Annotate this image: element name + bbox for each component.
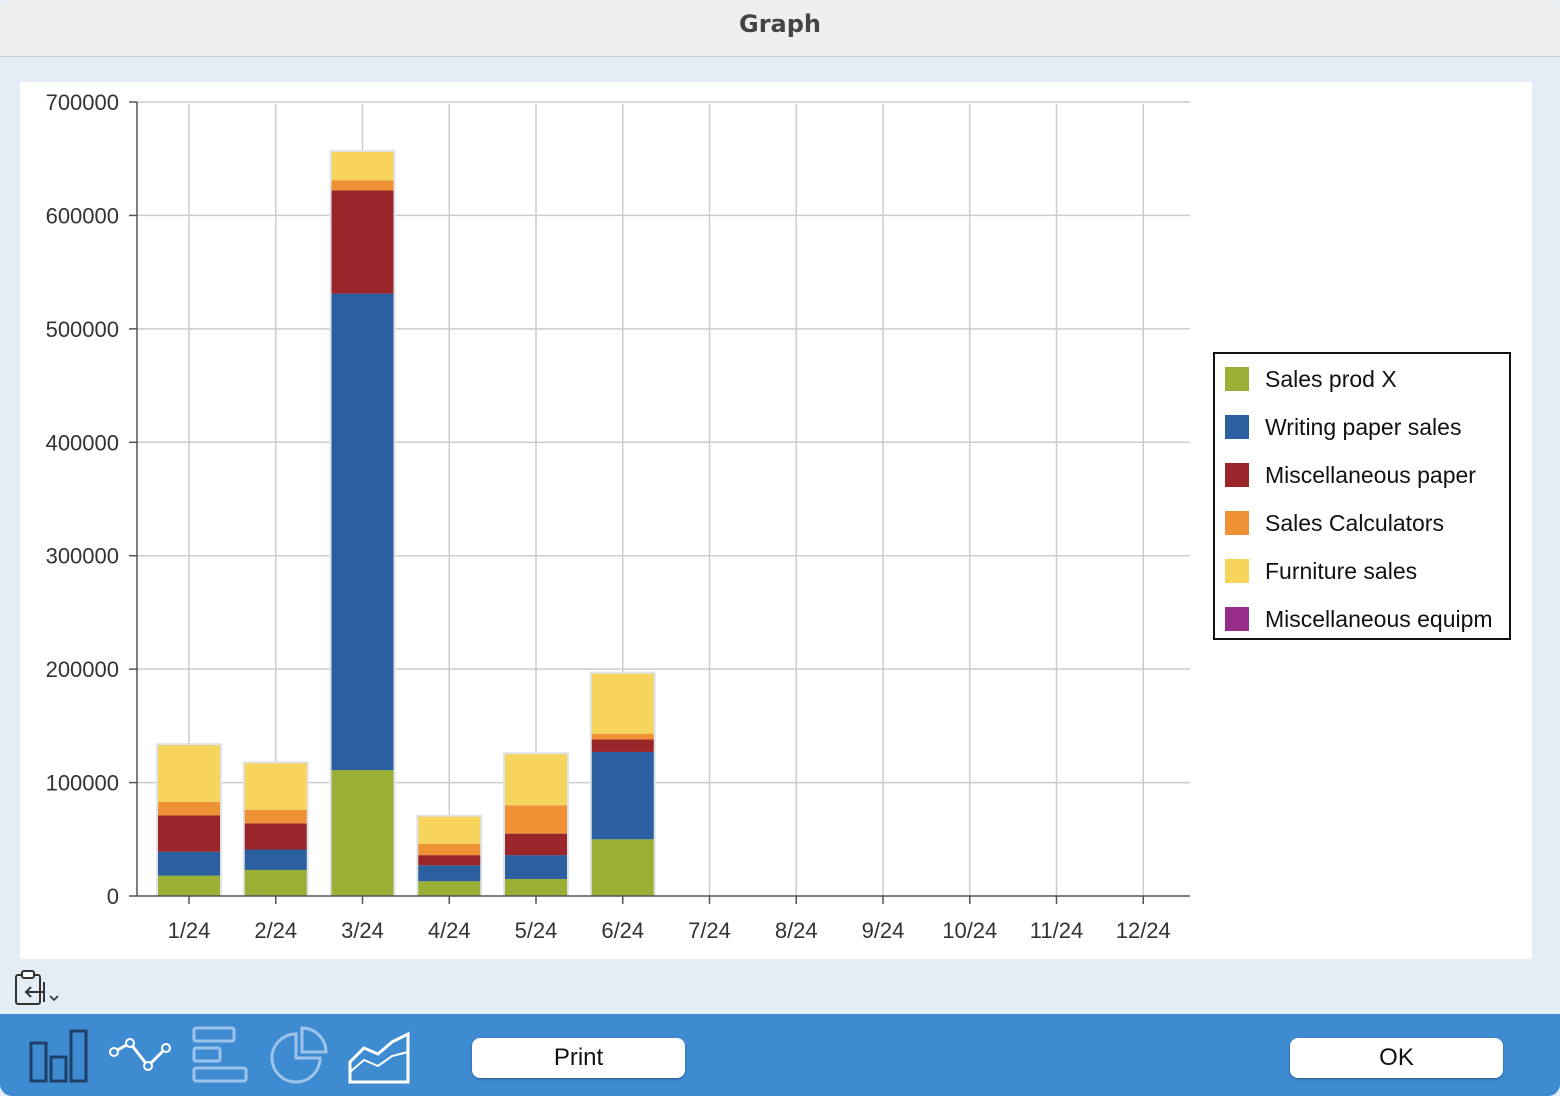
legend-swatch	[1225, 559, 1249, 583]
y-tick-label: 200000	[46, 657, 119, 682]
bar-segment	[331, 151, 394, 181]
legend-label: Writing paper sales	[1265, 413, 1462, 440]
y-tick-label: 0	[107, 884, 119, 909]
bar-segment	[244, 869, 307, 896]
clipboard-icon	[15, 970, 59, 1005]
x-tick-label: 6/24	[601, 918, 644, 943]
print-button[interactable]: Print	[472, 1038, 685, 1078]
bar-segment	[591, 739, 654, 752]
bar-segment	[244, 849, 307, 870]
bar-segment	[158, 851, 220, 876]
x-tick-label: 4/24	[428, 918, 471, 943]
line-chart-icon[interactable]	[108, 1026, 174, 1091]
horizontal-bar-chart-icon[interactable]	[188, 1026, 254, 1091]
chart-legend: Sales prod X Writing paper sales Miscellan…	[1213, 352, 1511, 640]
bar-segment	[505, 805, 567, 834]
area-chart-icon[interactable]	[346, 1026, 412, 1091]
legend-swatch	[1225, 415, 1249, 439]
bar-segment	[158, 815, 220, 852]
legend-label: Furniture sales	[1265, 557, 1418, 584]
legend-item: Miscellaneous paper	[1225, 460, 1476, 490]
chart-panel: 0 100000 200000 300000 400000 500000 600000 700…	[20, 82, 1532, 959]
x-tick-label: 8/24	[775, 918, 818, 943]
chevron-down-icon	[49, 995, 59, 1002]
x-tick-label: 1/24	[168, 918, 211, 943]
ok-button[interactable]: OK	[1290, 1038, 1503, 1078]
x-tick-label: 2/24	[254, 918, 297, 943]
x-tick-label: 12/24	[1116, 918, 1171, 943]
bar-segment	[244, 763, 307, 810]
bar-segment	[158, 801, 220, 816]
bar-segment	[505, 833, 567, 856]
bar-segment	[418, 865, 481, 882]
legend-swatch	[1225, 511, 1249, 535]
legend-item: Miscellaneous equipm	[1225, 604, 1493, 634]
window-title: Graph	[739, 10, 821, 38]
legend-label: Miscellaneous paper	[1265, 461, 1476, 488]
legend-item: Writing paper sales	[1225, 412, 1461, 442]
bar-segment	[331, 180, 394, 191]
bar-segment	[244, 823, 307, 850]
bar-segment	[418, 855, 481, 866]
x-tick-label: 7/24	[688, 918, 731, 943]
legend-item: Sales Calculators	[1225, 508, 1444, 538]
bar-segment	[331, 293, 394, 771]
bar-segment	[331, 190, 394, 294]
legend-swatch	[1225, 463, 1249, 487]
legend-item: Sales prod X	[1225, 364, 1397, 394]
x-tick-label: 5/24	[515, 918, 558, 943]
legend-swatch	[1225, 367, 1249, 391]
bar-segment	[591, 733, 654, 740]
y-tick-label: 600000	[46, 203, 119, 228]
legend-label: Sales prod X	[1265, 365, 1397, 392]
legend-swatch	[1225, 607, 1249, 631]
bar-segment	[591, 673, 654, 734]
legend-item: Furniture sales	[1225, 556, 1417, 586]
chart: 0 100000 200000 300000 400000 500000 600000 700…	[46, 90, 1190, 943]
y-tick-label: 700000	[46, 90, 119, 115]
bar-segment	[505, 754, 567, 806]
clipboard-export-button[interactable]	[12, 968, 68, 1010]
bar-segment	[505, 878, 567, 896]
x-tick-label: 9/24	[862, 918, 905, 943]
bar-segment	[244, 809, 307, 824]
bar-segment	[418, 816, 481, 844]
title-bar: Graph	[0, 0, 1560, 57]
bar-segment	[505, 855, 567, 879]
bar-segment	[418, 881, 481, 896]
y-tick-label: 300000	[46, 544, 119, 569]
bottom-toolbar: Print OK	[0, 1014, 1560, 1096]
bar-chart-icon[interactable]	[26, 1026, 92, 1091]
y-tick-label: 400000	[46, 430, 119, 455]
pie-chart-icon[interactable]	[266, 1026, 332, 1091]
bar-segment	[591, 839, 654, 896]
x-tick-label: 10/24	[942, 918, 997, 943]
x-tick-label: 11/24	[1030, 918, 1083, 943]
legend-label: Miscellaneous equipm	[1265, 605, 1493, 632]
y-tick-label: 100000	[46, 771, 119, 796]
x-tick-label: 3/24	[341, 918, 384, 943]
bar-segment	[418, 843, 481, 856]
bar-segment	[158, 745, 220, 802]
y-tick-label: 500000	[46, 317, 119, 342]
bar-segment	[331, 770, 394, 896]
legend-label: Sales Calculators	[1265, 509, 1444, 536]
bar-segment	[158, 875, 220, 896]
bar-segment	[591, 751, 654, 840]
